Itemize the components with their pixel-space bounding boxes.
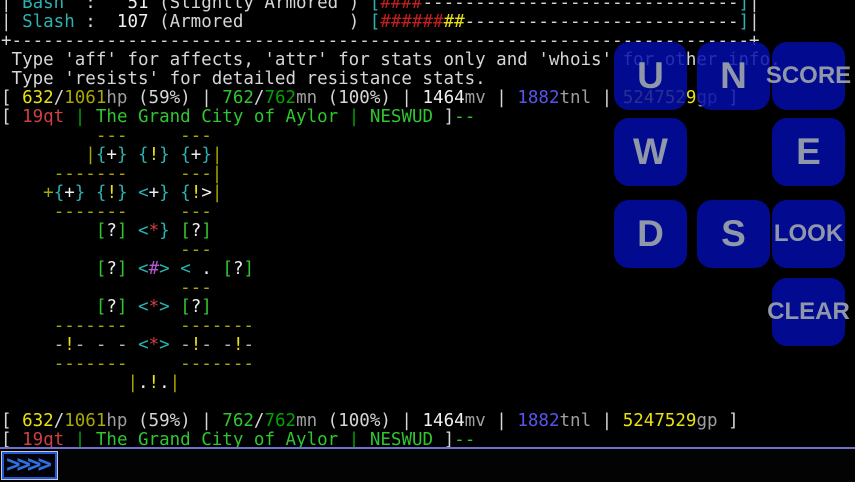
terminal-line: [ 632/1061hp (59%) | 762/762mn (100%) | … — [1, 88, 739, 108]
keypad-button-west-label: W — [633, 131, 668, 172]
prompt-chevrons-icon: >>>> — [6, 450, 52, 478]
macro-button-look-label: LOOK — [773, 220, 844, 247]
terminal-line: [?] <#> < . [?] — [95, 259, 255, 279]
terminal-line: +{+} {!} <+} {!>| — [43, 183, 223, 203]
keypad-button-down-label: D — [637, 213, 664, 254]
terminal-line: [ 19qt | The Grand City of Aylor | NESWU… — [1, 107, 476, 127]
keypad-button-north-label: N — [720, 55, 747, 96]
terminal-line: ------- --- — [53, 202, 212, 222]
terminal-line: -!- - - <*> -!- -!- — [53, 335, 255, 355]
terminal-line — [1, 393, 781, 412]
terminal-line: [ 19qt | The Grand City of Aylor | NESWU… — [1, 430, 476, 450]
terminal-line: [?] <*} [?] — [95, 221, 212, 241]
macro-button-score-label: SCORE — [765, 62, 852, 89]
keypad-button-east-label: E — [796, 131, 821, 172]
keypad-button-east[interactable]: E — [772, 118, 845, 186]
keypad-button-west[interactable]: W — [614, 118, 687, 186]
macro-button-score[interactable]: SCORE — [766, 42, 851, 110]
terminal-line: --- — [180, 278, 212, 298]
keypad-button-down[interactable]: D — [614, 200, 687, 268]
macro-button-clear-label: CLEAR — [767, 298, 850, 325]
terminal-line: |{+} {!} {+}| — [85, 145, 223, 165]
macro-button-look[interactable]: LOOK — [772, 200, 845, 268]
command-input[interactable] — [62, 452, 846, 479]
terminal-line: | Slash : 107 (Armored ) [########------… — [1, 12, 760, 32]
terminal-line: --- --- — [95, 126, 212, 146]
keypad-button-south-label: S — [721, 213, 746, 254]
terminal-output: | Bash : 51 (Slightly Armored ) [####---… — [1, 0, 781, 450]
terminal-line: [?] <*> [?] — [95, 297, 212, 317]
terminal-line: ------- ------- — [53, 316, 254, 336]
terminal-line: [ 632/1061hp (59%) | 762/762mn (100%) | … — [1, 411, 739, 431]
terminal-line: |.!.| — [127, 373, 181, 393]
terminal-line: +---------------------------------------… — [1, 31, 760, 51]
terminal-line: ------- ------- — [53, 354, 254, 374]
prompt-send-button[interactable]: >>>> — [1, 450, 58, 480]
keypad-button-up-label: U — [637, 55, 664, 96]
keypad-button-north[interactable]: N — [697, 42, 770, 110]
terminal-line: --- — [180, 240, 212, 260]
keypad-button-south[interactable]: S — [697, 200, 770, 268]
command-input-bar: >>>> — [0, 447, 855, 482]
terminal-line: Type 'resists' for detailed resistance s… — [1, 69, 486, 89]
terminal-line: ------- ---| — [53, 164, 223, 184]
keypad-button-up[interactable]: U — [614, 42, 687, 110]
prompt-inner-frame: >>>> — [2, 450, 57, 479]
terminal-line: | Bash : 51 (Slightly Armored ) [####---… — [1, 0, 760, 13]
macro-button-clear[interactable]: CLEAR — [767, 278, 850, 346]
